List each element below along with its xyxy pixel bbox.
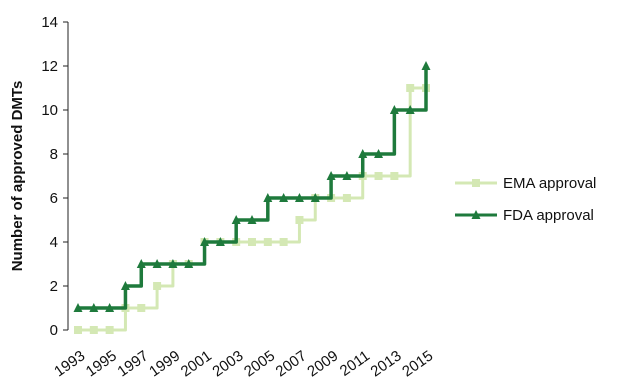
- series-line: [78, 86, 426, 332]
- ema-point-marker: [137, 304, 146, 312]
- x-tick-label: 1997: [114, 347, 151, 380]
- fda-point-marker: [247, 215, 257, 224]
- x-tick-label: 2001: [178, 347, 215, 380]
- ema-point-marker: [279, 238, 288, 246]
- series-layer: [73, 61, 431, 334]
- y-tick-label: 8: [50, 146, 58, 163]
- fda-point-marker: [184, 259, 194, 268]
- y-axis-ticks: 0 2 4 6 8 10 12 14: [41, 14, 68, 339]
- ema-point-marker: [390, 172, 399, 180]
- x-tick-label: 1995: [83, 347, 120, 380]
- x-tick-label: 2009: [304, 347, 341, 380]
- legend-label: FDA approval: [503, 207, 594, 224]
- y-tick-label: 4: [50, 234, 58, 251]
- ema-point-marker: [74, 326, 82, 334]
- series-line: [78, 66, 428, 310]
- fda-point-marker: [326, 171, 336, 180]
- legend-square-marker: [472, 179, 480, 187]
- x-tick-label: 2003: [209, 347, 246, 380]
- x-tick-label: 2013: [368, 347, 405, 380]
- fda-point-marker: [136, 259, 146, 268]
- fda-point-marker: [152, 259, 162, 268]
- x-tick-label: 2015: [399, 347, 436, 380]
- x-tick-label: 1993: [51, 347, 88, 380]
- fda-point-marker: [421, 61, 431, 70]
- x-tick-label: 2011: [337, 347, 373, 379]
- fda-point-marker: [263, 193, 273, 202]
- y-tick-label: 0: [50, 322, 58, 339]
- fda-point-marker: [89, 303, 99, 312]
- fda-point-marker: [231, 215, 241, 224]
- fda-point-marker: [342, 171, 352, 180]
- ema-point-marker: [105, 326, 114, 334]
- y-tick-label: 10: [41, 102, 58, 119]
- fda-point-marker: [168, 259, 178, 268]
- y-tick-label: 14: [41, 14, 58, 31]
- ema-point-marker: [342, 194, 351, 202]
- ema-point-marker: [89, 326, 98, 334]
- fda-point-marker: [215, 237, 225, 246]
- ema-point-marker: [374, 172, 383, 180]
- series-ema: [74, 84, 430, 334]
- ema-point-marker: [406, 84, 415, 92]
- axes: 0 2 4 6 8 10 12 14 1993199519971999200120032005…: [9, 14, 436, 380]
- y-tick-label: 2: [50, 278, 58, 295]
- fda-point-marker: [120, 281, 130, 290]
- fda-point-marker: [405, 105, 415, 114]
- fda-point-marker: [389, 105, 399, 114]
- ema-point-marker: [153, 282, 162, 290]
- series-fda: [73, 61, 431, 312]
- y-tick-label: 12: [41, 58, 58, 75]
- ema-point-marker: [295, 216, 304, 224]
- fda-point-marker: [279, 193, 289, 202]
- fda-point-marker: [200, 237, 210, 246]
- y-axis-title: Number of approved DMTs: [9, 81, 26, 272]
- y-tick-label: 6: [50, 190, 58, 207]
- ema-point-marker: [263, 238, 272, 246]
- x-axis-ticks: 1993199519971999200120032005200720092011…: [51, 347, 436, 380]
- x-tick-label: 1999: [146, 347, 183, 380]
- fda-point-marker: [294, 193, 304, 202]
- fda-point-marker: [310, 193, 320, 202]
- legend-triangle-marker: [471, 210, 481, 219]
- x-tick-label: 2005: [241, 347, 278, 380]
- legend: EMA approval FDA approval: [455, 175, 596, 224]
- legend-label: EMA approval: [503, 175, 596, 192]
- x-tick-label: 2007: [273, 347, 310, 380]
- fda-point-marker: [73, 303, 83, 312]
- fda-point-marker: [374, 149, 384, 158]
- ema-point-marker: [248, 238, 256, 246]
- fda-point-marker: [358, 149, 368, 158]
- fda-point-marker: [105, 303, 115, 312]
